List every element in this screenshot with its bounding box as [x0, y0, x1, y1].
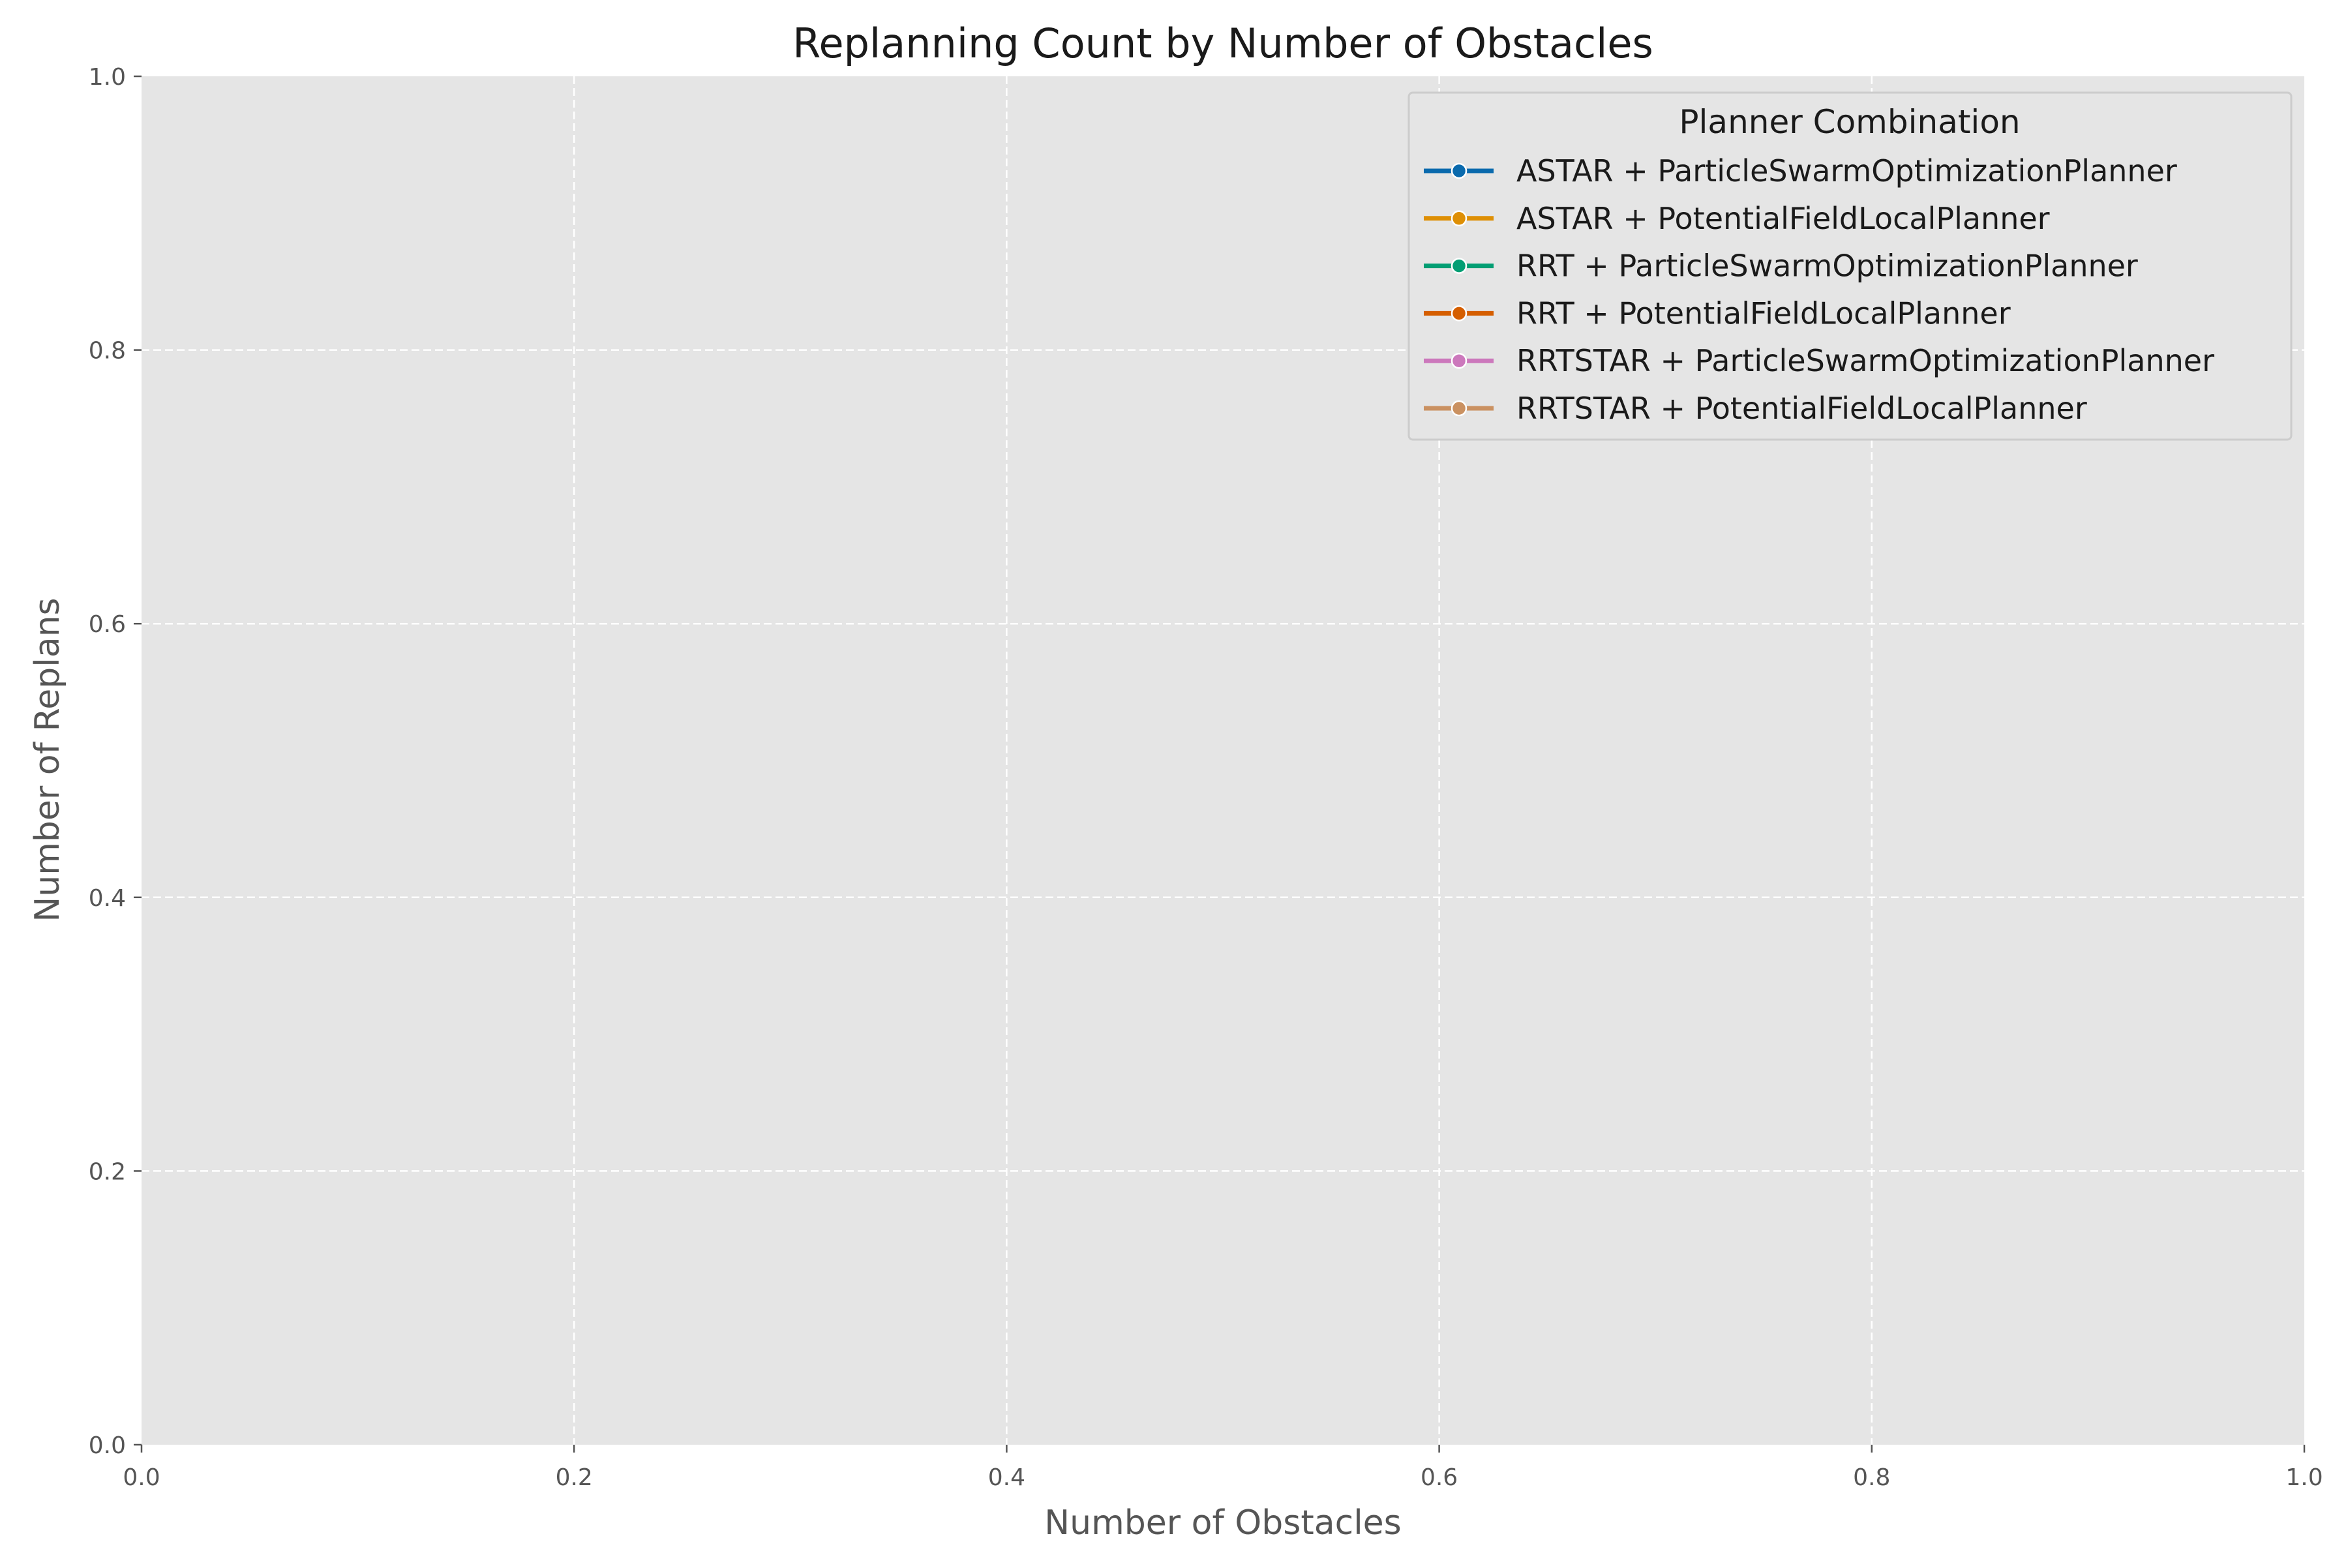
legend-entries: ASTAR + ParticleSwarmOptimizationPlanner…: [1424, 153, 2214, 426]
legend-marker: [1451, 305, 1468, 322]
y-axis-label: Number of Replans: [28, 597, 67, 922]
legend-marker: [1451, 162, 1468, 179]
legend-entry-label: ASTAR + PotentialFieldLocalPlanner: [1516, 201, 2050, 236]
legend-marker: [1451, 400, 1468, 417]
legend-entry-label: RRTSTAR + ParticleSwarmOptimizationPlann…: [1516, 343, 2214, 378]
legend-box: [1407, 91, 2293, 441]
legend-entry-label: ASTAR + ParticleSwarmOptimizationPlanner: [1516, 153, 2177, 188]
y-tick-label: 0.0: [89, 1432, 126, 1459]
legend-entry-label: RRT + ParticleSwarmOptimizationPlanner: [1516, 249, 2138, 284]
y-tick-label: 1.0: [89, 64, 126, 91]
legend-marker: [1451, 210, 1468, 227]
y-tick-label: 0.4: [89, 885, 126, 912]
x-tick-label: 0.6: [1421, 1464, 1458, 1491]
legend-entry-label: RRTSTAR + PotentialFieldLocalPlanner: [1516, 391, 2087, 426]
y-tick-label: 0.2: [89, 1158, 126, 1185]
legend: Planner Combination ASTAR + ParticleSwar…: [1407, 91, 2293, 441]
x-tick-label: 0.0: [123, 1464, 160, 1491]
x-axis-label: Number of Obstacles: [1044, 1503, 1401, 1543]
x-tick-label: 0.2: [556, 1464, 593, 1491]
y-tick-label: 0.8: [89, 338, 126, 365]
chart-title: Replanning Count by Number of Obstacles: [792, 20, 1653, 67]
x-tick-label: 1.0: [2285, 1464, 2323, 1491]
legend-title: Planner Combination: [1679, 103, 2020, 141]
legend-entry-label: RRT + PotentialFieldLocalPlanner: [1516, 295, 2011, 331]
legend-marker: [1451, 352, 1468, 369]
x-tick-label: 0.4: [988, 1464, 1025, 1491]
legend-marker: [1451, 258, 1468, 274]
x-tick-label: 0.8: [1853, 1464, 1890, 1491]
y-tick-label: 0.6: [89, 611, 126, 638]
